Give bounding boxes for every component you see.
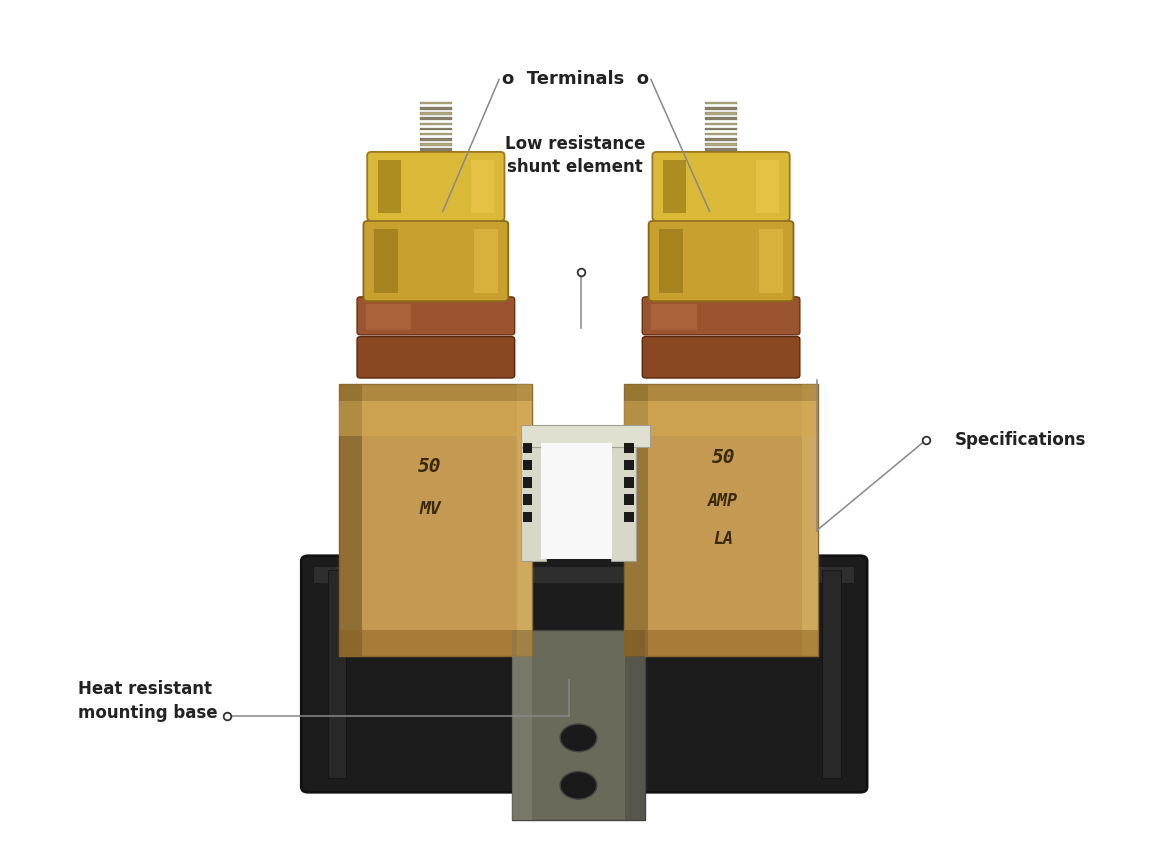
Text: Specifications: Specifications xyxy=(954,432,1086,449)
FancyBboxPatch shape xyxy=(301,556,867,792)
Bar xyxy=(521,425,650,447)
Bar xyxy=(328,570,346,778)
Bar xyxy=(523,494,532,505)
Bar xyxy=(705,123,737,125)
Bar xyxy=(420,148,452,151)
Bar xyxy=(420,102,452,104)
Bar xyxy=(420,123,452,125)
Bar xyxy=(314,567,854,583)
Bar xyxy=(374,229,398,293)
Bar xyxy=(759,229,783,293)
Bar xyxy=(513,630,532,820)
Bar xyxy=(523,443,532,453)
Bar xyxy=(624,384,818,401)
FancyBboxPatch shape xyxy=(642,337,800,378)
Bar xyxy=(420,112,452,115)
Bar xyxy=(705,112,737,115)
Bar xyxy=(705,143,737,146)
FancyBboxPatch shape xyxy=(652,152,790,221)
Bar xyxy=(420,138,452,141)
Bar xyxy=(624,384,647,656)
Bar xyxy=(624,494,634,505)
Bar xyxy=(705,107,737,110)
Bar xyxy=(523,512,532,522)
Bar xyxy=(523,477,532,488)
Text: AMP: AMP xyxy=(708,492,738,509)
Bar xyxy=(662,160,685,213)
FancyBboxPatch shape xyxy=(642,297,800,335)
Bar xyxy=(339,384,362,656)
FancyBboxPatch shape xyxy=(363,221,508,301)
Bar xyxy=(624,460,634,470)
Bar xyxy=(339,630,532,656)
Bar xyxy=(803,384,818,656)
Bar xyxy=(518,384,532,656)
Bar xyxy=(540,443,612,559)
FancyBboxPatch shape xyxy=(649,221,793,301)
Bar xyxy=(705,102,737,104)
Text: MV: MV xyxy=(420,501,440,518)
Bar xyxy=(705,148,737,151)
Bar xyxy=(624,477,634,488)
FancyBboxPatch shape xyxy=(356,337,515,378)
Bar xyxy=(521,432,546,561)
Text: Low resistance
shunt element: Low resistance shunt element xyxy=(505,135,645,176)
Bar xyxy=(420,143,452,146)
Bar xyxy=(705,138,737,141)
Bar xyxy=(705,117,737,120)
Bar xyxy=(420,117,452,120)
Bar xyxy=(651,304,697,330)
Bar xyxy=(339,401,532,436)
Bar xyxy=(420,128,452,130)
Text: 50: 50 xyxy=(419,457,442,476)
Bar xyxy=(474,229,498,293)
Bar xyxy=(705,133,737,135)
Bar xyxy=(523,460,532,470)
Bar xyxy=(513,630,645,820)
Circle shape xyxy=(560,772,597,799)
Text: LA: LA xyxy=(713,531,734,548)
Text: 50: 50 xyxy=(712,448,735,467)
Bar xyxy=(659,229,683,293)
Bar xyxy=(705,128,737,130)
Bar xyxy=(420,133,452,135)
Text: Heat resistant
mounting base: Heat resistant mounting base xyxy=(78,680,217,721)
FancyBboxPatch shape xyxy=(367,152,505,221)
Bar xyxy=(624,512,634,522)
Bar xyxy=(611,432,636,561)
Bar xyxy=(624,630,645,820)
Bar xyxy=(757,160,780,213)
Bar xyxy=(366,304,412,330)
Bar xyxy=(339,384,532,656)
Circle shape xyxy=(560,724,597,752)
Bar xyxy=(339,384,532,401)
Bar xyxy=(624,443,634,453)
FancyBboxPatch shape xyxy=(356,297,515,335)
Text: o  Terminals  o: o Terminals o xyxy=(501,71,649,88)
Bar xyxy=(472,160,494,213)
Bar xyxy=(624,384,818,656)
Bar xyxy=(822,570,841,778)
Bar xyxy=(624,401,818,436)
Bar xyxy=(624,630,818,656)
Bar xyxy=(377,160,400,213)
Bar xyxy=(420,107,452,110)
